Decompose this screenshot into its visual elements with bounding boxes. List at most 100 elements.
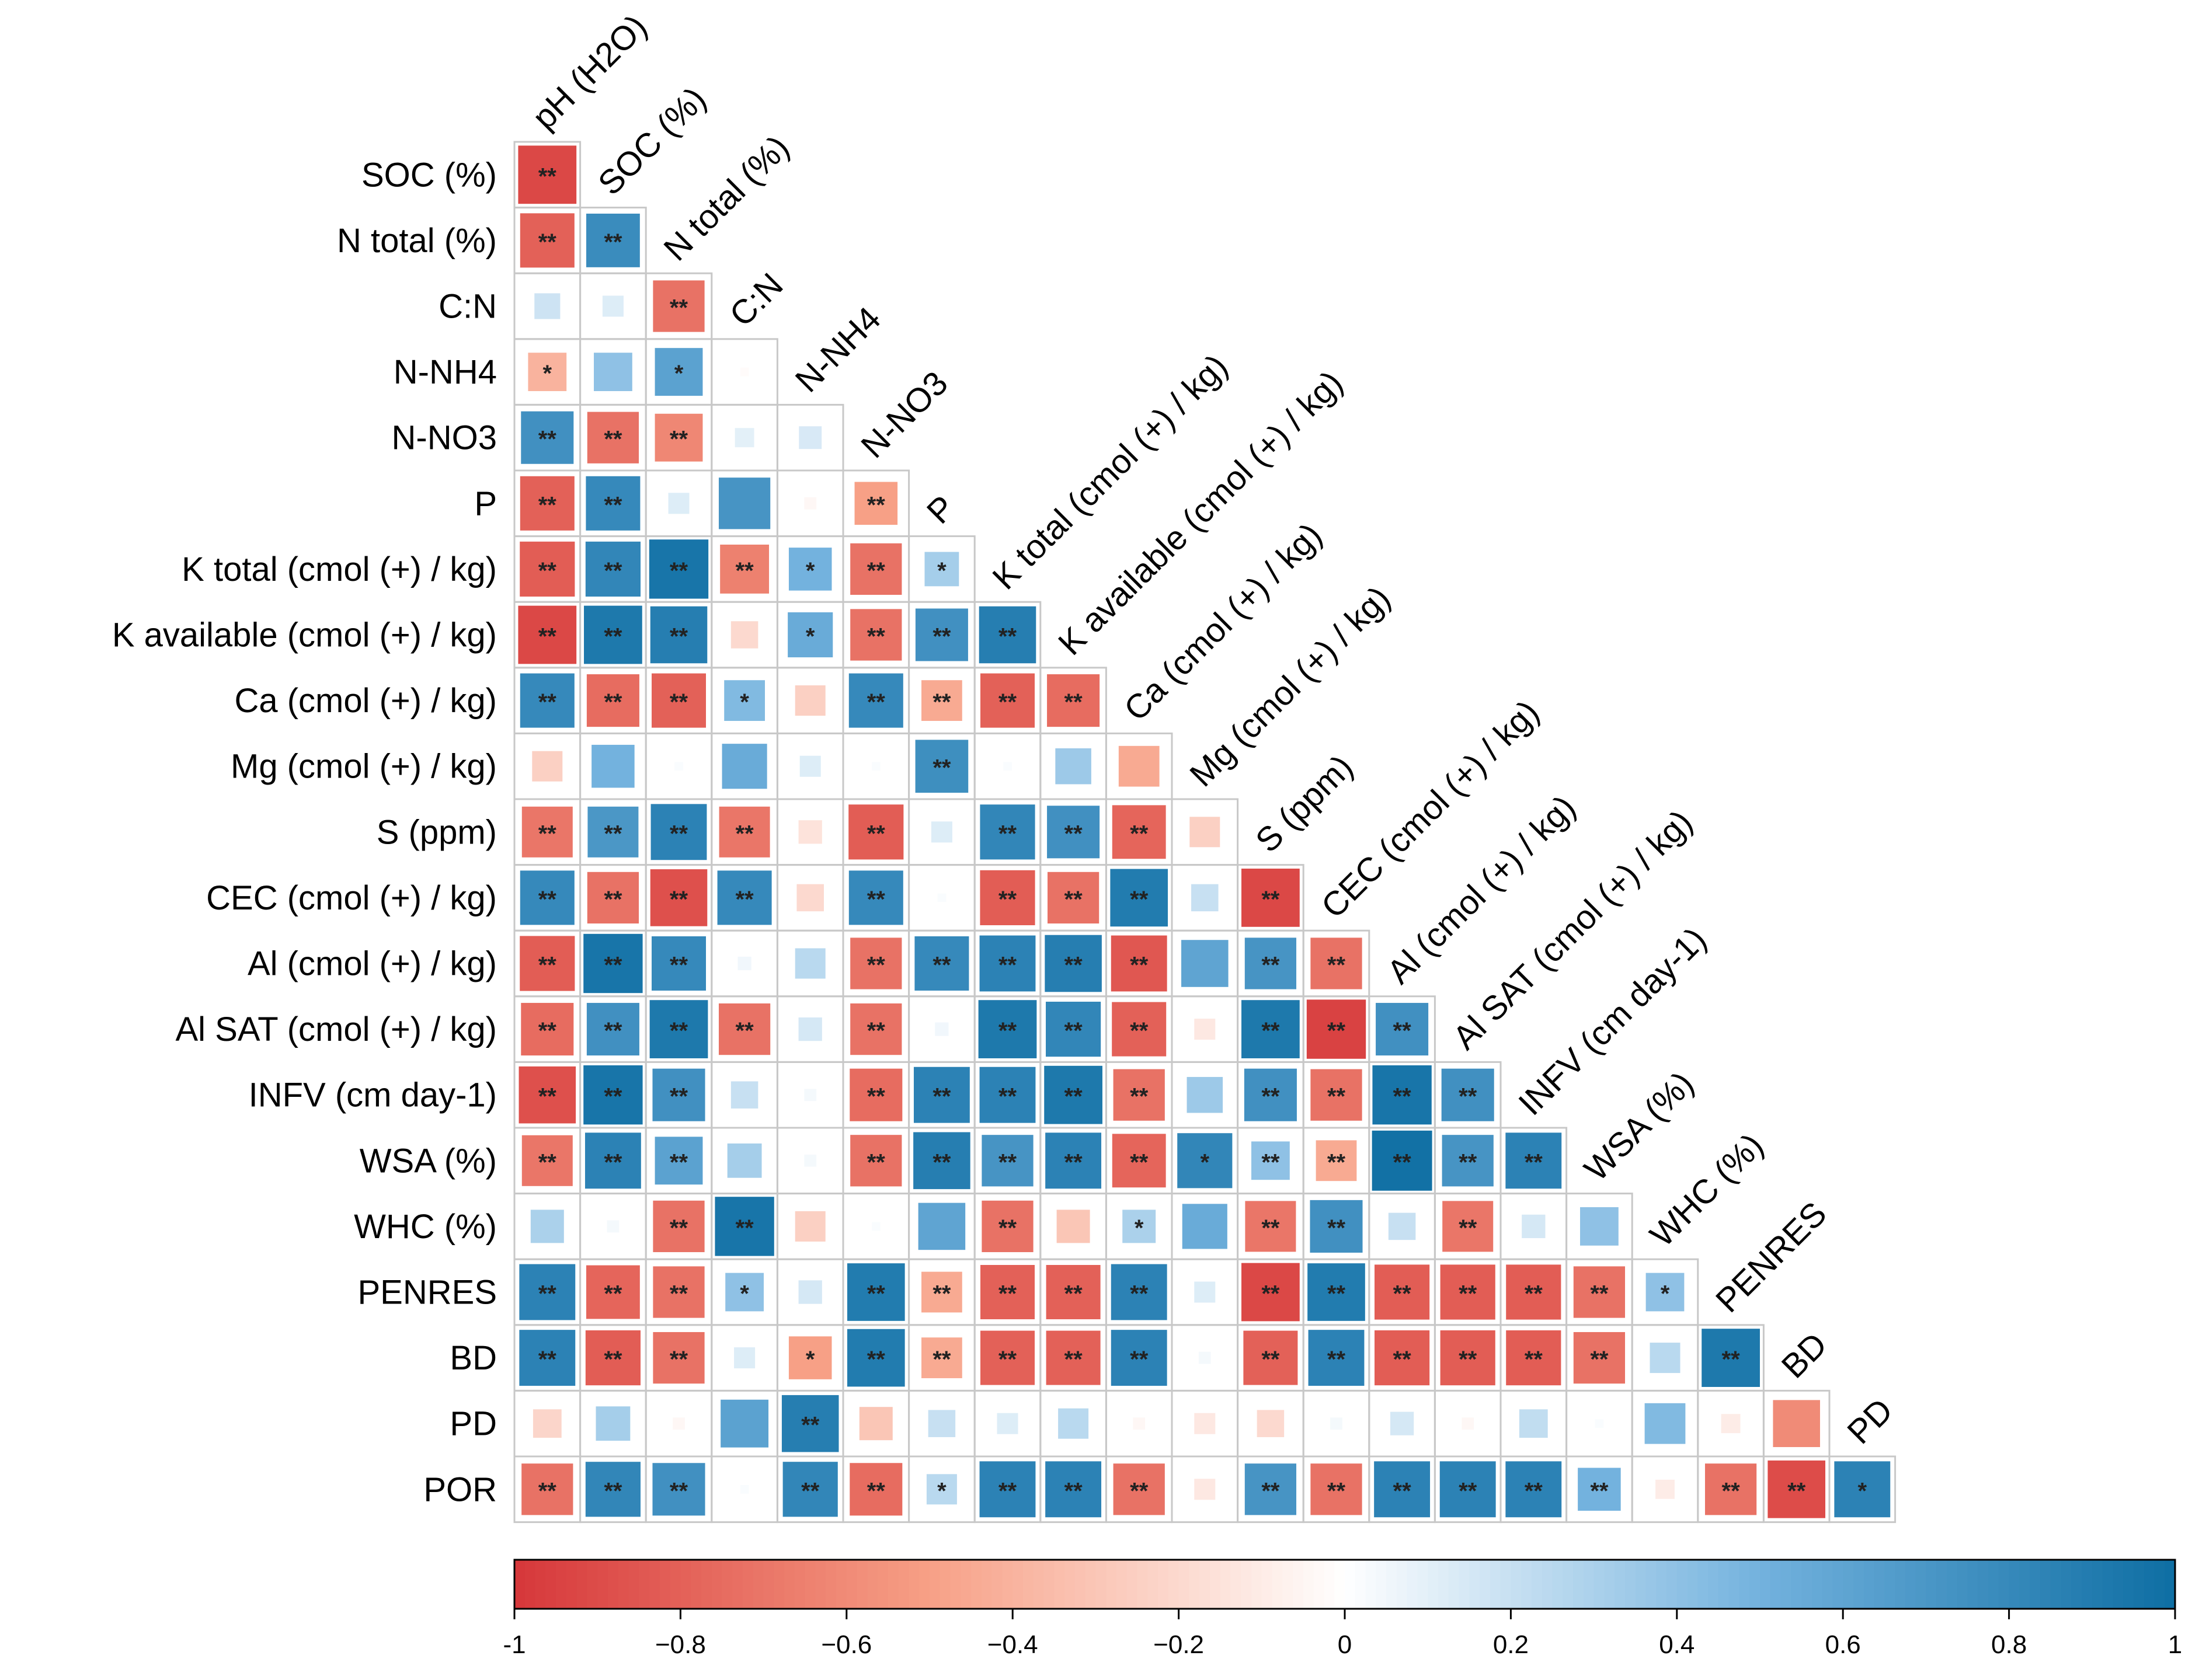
correlation-square xyxy=(1462,1417,1474,1430)
colorbar-segment xyxy=(1469,1560,1481,1609)
colorbar-segment xyxy=(1521,1560,1532,1609)
correlation-square xyxy=(521,411,574,464)
correlation-square xyxy=(521,1135,573,1186)
correlation-square xyxy=(798,1280,822,1304)
correlation-square xyxy=(795,685,826,716)
correlation-square xyxy=(1047,806,1100,859)
colorbar-segment xyxy=(1251,1560,1262,1609)
significance-mark: ** xyxy=(736,1215,754,1241)
significance-mark: ** xyxy=(867,1084,886,1110)
significance-mark: ** xyxy=(1327,1281,1346,1307)
correlation-square xyxy=(979,935,1036,992)
correlation-square xyxy=(1243,1330,1298,1385)
correlation-square xyxy=(859,1407,893,1441)
colorbar-segment xyxy=(1863,1560,1875,1609)
correlation-square xyxy=(850,937,902,989)
colorbar-tick-label: 0.8 xyxy=(1991,1630,2027,1659)
significance-mark: ** xyxy=(538,163,557,189)
colorbar-segment xyxy=(524,1560,536,1609)
correlation-square xyxy=(585,541,641,597)
correlation-square xyxy=(1372,1065,1432,1125)
significance-mark: * xyxy=(1661,1281,1670,1307)
colorbar-segment xyxy=(722,1560,733,1609)
colorbar-segment xyxy=(2123,1560,2134,1609)
colorbar-segment xyxy=(919,1560,930,1609)
correlation-square xyxy=(1244,1463,1297,1515)
correlation-square xyxy=(717,870,772,925)
colorbar-segment xyxy=(950,1560,962,1609)
significance-mark: ** xyxy=(867,492,886,518)
significance-mark: ** xyxy=(538,492,557,518)
significance-mark: ** xyxy=(670,821,688,846)
correlation-square xyxy=(1113,1463,1165,1515)
significance-mark: ** xyxy=(1261,1084,1280,1110)
correlation-square xyxy=(1767,1460,1826,1518)
colorbar-segment xyxy=(2102,1560,2114,1609)
significance-mark: ** xyxy=(1327,1215,1346,1241)
colorbar-segment xyxy=(691,1560,702,1609)
significance-mark: ** xyxy=(670,887,688,912)
correlation-square xyxy=(926,1474,957,1505)
correlation-square xyxy=(788,548,832,591)
colorbar-segment xyxy=(826,1560,837,1609)
correlation-square xyxy=(520,476,575,531)
significance-mark: ** xyxy=(670,295,688,321)
correlation-square xyxy=(937,893,947,902)
correlation-square xyxy=(521,1003,574,1056)
correlation-square xyxy=(1505,1461,1562,1518)
significance-mark: ** xyxy=(736,1018,754,1044)
correlation-square xyxy=(1111,935,1167,992)
colorbar-segment xyxy=(1428,1560,1439,1609)
correlation-square xyxy=(1580,1207,1619,1246)
correlation-square xyxy=(650,606,708,664)
column-label: P xyxy=(920,488,962,531)
correlation-square xyxy=(735,428,754,448)
colorbar-segment xyxy=(1095,1560,1107,1609)
significance-mark: ** xyxy=(1064,1084,1083,1110)
correlation-square xyxy=(1441,1068,1494,1121)
significance-mark: ** xyxy=(933,1084,951,1110)
significance-mark: ** xyxy=(998,689,1017,715)
correlation-square xyxy=(847,1329,905,1387)
correlation-square xyxy=(804,1089,817,1102)
correlation-square xyxy=(1056,1210,1090,1243)
colorbar-segment xyxy=(1376,1560,1387,1609)
colorbar-tick-label: −0.4 xyxy=(987,1630,1038,1659)
row-label: SOC (%) xyxy=(361,156,497,194)
correlation-square xyxy=(848,870,903,925)
correlation-square xyxy=(1834,1461,1891,1518)
correlation-square xyxy=(798,1017,822,1041)
colorbar-segment xyxy=(545,1560,557,1609)
correlation-square xyxy=(1046,1264,1101,1320)
colorbar-segment xyxy=(1438,1560,1449,1609)
correlation-square xyxy=(1118,745,1160,787)
correlation-square xyxy=(520,213,575,268)
colorbar-segment xyxy=(971,1560,982,1609)
colorbar-segment xyxy=(1676,1560,1688,1609)
row-label: C:N xyxy=(439,288,497,326)
colorbar-segment xyxy=(1334,1560,1345,1609)
significance-mark: ** xyxy=(670,1084,688,1110)
colorbar-segment xyxy=(1739,1560,1751,1609)
significance-mark: ** xyxy=(1130,1281,1149,1307)
significance-mark: ** xyxy=(604,1347,622,1372)
colorbar-segment xyxy=(1147,1560,1159,1609)
colorbar-tick-label: −0.2 xyxy=(1153,1630,1204,1659)
correlation-square xyxy=(724,680,765,721)
significance-mark: ** xyxy=(1064,1149,1083,1175)
correlation-square xyxy=(734,1347,756,1369)
significance-mark: ** xyxy=(1130,953,1149,978)
significance-mark: ** xyxy=(670,1215,688,1241)
row-label: N-NO3 xyxy=(392,419,497,457)
significance-mark: ** xyxy=(933,1281,951,1307)
colorbar-segment xyxy=(867,1560,879,1609)
colorbar-segment xyxy=(1811,1560,1823,1609)
significance-mark: ** xyxy=(1459,1281,1477,1307)
significance-mark: ** xyxy=(1261,1018,1280,1044)
significance-mark: ** xyxy=(538,689,557,715)
colorbar-segment xyxy=(1511,1560,1522,1609)
significance-mark: ** xyxy=(1261,1149,1280,1175)
correlation-square xyxy=(1046,1330,1101,1385)
correlation-square xyxy=(1330,1417,1342,1430)
correlation-square xyxy=(1573,1266,1626,1318)
